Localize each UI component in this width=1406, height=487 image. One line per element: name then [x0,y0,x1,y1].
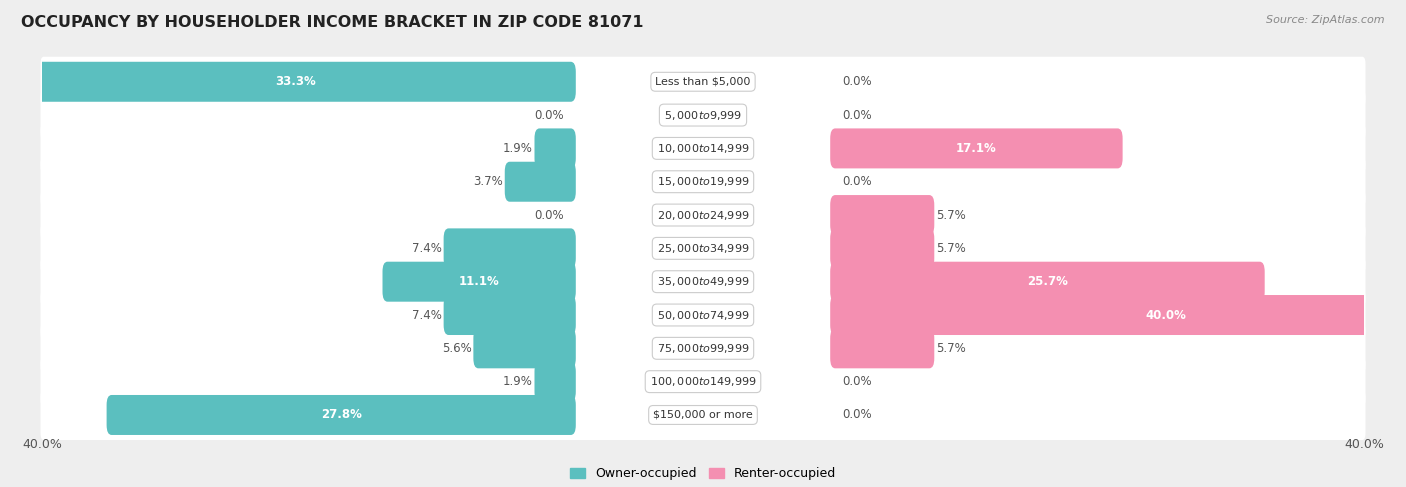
Text: $150,000 or more: $150,000 or more [654,410,752,420]
FancyBboxPatch shape [382,262,576,301]
FancyBboxPatch shape [41,356,1365,407]
FancyBboxPatch shape [41,190,1365,240]
FancyBboxPatch shape [15,62,576,102]
FancyBboxPatch shape [41,323,1365,374]
Text: 27.8%: 27.8% [321,409,361,421]
Text: 5.7%: 5.7% [936,208,966,222]
Text: $10,000 to $14,999: $10,000 to $14,999 [657,142,749,155]
Text: $15,000 to $19,999: $15,000 to $19,999 [657,175,749,188]
FancyBboxPatch shape [830,129,1122,169]
Text: $100,000 to $149,999: $100,000 to $149,999 [650,375,756,388]
Text: 25.7%: 25.7% [1026,275,1069,288]
Text: 3.7%: 3.7% [474,175,503,188]
Text: 0.0%: 0.0% [534,109,564,122]
Text: $25,000 to $34,999: $25,000 to $34,999 [657,242,749,255]
Text: 5.7%: 5.7% [936,342,966,355]
FancyBboxPatch shape [41,90,1365,140]
FancyBboxPatch shape [830,328,934,368]
Text: 0.0%: 0.0% [842,375,872,388]
Text: $75,000 to $99,999: $75,000 to $99,999 [657,342,749,355]
FancyBboxPatch shape [41,56,1365,107]
Text: OCCUPANCY BY HOUSEHOLDER INCOME BRACKET IN ZIP CODE 81071: OCCUPANCY BY HOUSEHOLDER INCOME BRACKET … [21,15,644,30]
Text: 33.3%: 33.3% [276,75,316,88]
Text: Source: ZipAtlas.com: Source: ZipAtlas.com [1267,15,1385,25]
FancyBboxPatch shape [830,262,1264,301]
FancyBboxPatch shape [41,290,1365,340]
Text: $5,000 to $9,999: $5,000 to $9,999 [664,109,742,122]
FancyBboxPatch shape [505,162,576,202]
Text: 11.1%: 11.1% [458,275,499,288]
Text: 7.4%: 7.4% [412,242,441,255]
FancyBboxPatch shape [830,195,934,235]
Text: 40.0%: 40.0% [1144,308,1187,321]
Text: $20,000 to $24,999: $20,000 to $24,999 [657,208,749,222]
Text: 17.1%: 17.1% [956,142,997,155]
FancyBboxPatch shape [41,257,1365,307]
FancyBboxPatch shape [474,328,576,368]
Text: 1.9%: 1.9% [503,142,533,155]
FancyBboxPatch shape [534,129,576,169]
FancyBboxPatch shape [41,390,1365,440]
Text: 0.0%: 0.0% [842,75,872,88]
Text: $35,000 to $49,999: $35,000 to $49,999 [657,275,749,288]
Text: 0.0%: 0.0% [842,175,872,188]
Text: $50,000 to $74,999: $50,000 to $74,999 [657,308,749,321]
Legend: Owner-occupied, Renter-occupied: Owner-occupied, Renter-occupied [565,462,841,485]
Text: 7.4%: 7.4% [412,308,441,321]
Text: 5.7%: 5.7% [936,242,966,255]
FancyBboxPatch shape [830,295,1406,335]
Text: 1.9%: 1.9% [503,375,533,388]
FancyBboxPatch shape [830,228,934,268]
Text: Less than $5,000: Less than $5,000 [655,77,751,87]
FancyBboxPatch shape [534,362,576,402]
Text: 5.6%: 5.6% [441,342,471,355]
FancyBboxPatch shape [41,157,1365,207]
FancyBboxPatch shape [107,395,576,435]
FancyBboxPatch shape [41,224,1365,273]
FancyBboxPatch shape [41,123,1365,173]
FancyBboxPatch shape [444,295,576,335]
Text: 40.0%: 40.0% [22,438,62,450]
Text: 0.0%: 0.0% [842,109,872,122]
FancyBboxPatch shape [444,228,576,268]
Text: 0.0%: 0.0% [842,409,872,421]
Text: 40.0%: 40.0% [1344,438,1384,450]
Text: 0.0%: 0.0% [534,208,564,222]
